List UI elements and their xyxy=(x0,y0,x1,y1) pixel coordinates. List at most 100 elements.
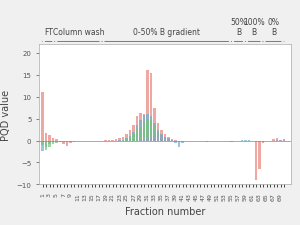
Bar xyxy=(132,126,135,141)
Bar xyxy=(167,140,170,141)
Bar xyxy=(62,141,65,142)
Text: 50%
B: 50% B xyxy=(230,18,247,37)
Bar xyxy=(58,141,61,142)
Text: FT: FT xyxy=(44,28,53,37)
Bar xyxy=(178,141,180,147)
Bar xyxy=(129,130,131,141)
Bar xyxy=(181,141,184,143)
Bar xyxy=(230,141,233,142)
Bar xyxy=(160,136,163,141)
Bar xyxy=(164,139,166,141)
Bar xyxy=(52,141,54,144)
Bar xyxy=(55,141,58,143)
Bar xyxy=(132,134,135,141)
Bar xyxy=(167,140,170,141)
Bar xyxy=(157,134,159,141)
Bar xyxy=(157,132,159,141)
Bar xyxy=(283,140,285,141)
Bar xyxy=(66,141,68,146)
Bar xyxy=(142,121,146,141)
Bar xyxy=(139,127,142,141)
Bar xyxy=(174,141,177,143)
Bar xyxy=(153,136,156,141)
Bar xyxy=(73,141,75,142)
Bar xyxy=(157,124,159,141)
Bar xyxy=(202,141,205,142)
Y-axis label: PQD value: PQD value xyxy=(1,89,11,140)
Bar xyxy=(262,141,264,143)
Bar xyxy=(41,141,44,145)
Bar xyxy=(125,140,128,141)
Bar xyxy=(45,141,47,147)
Bar xyxy=(276,139,278,141)
Text: 0%
B: 0% B xyxy=(268,18,280,37)
Bar xyxy=(150,137,152,141)
Bar xyxy=(129,137,131,141)
Bar xyxy=(279,140,282,141)
Bar xyxy=(234,141,236,142)
Bar xyxy=(153,126,156,141)
Bar xyxy=(48,136,51,141)
Bar xyxy=(157,130,159,141)
Bar xyxy=(48,141,51,147)
Bar xyxy=(171,140,173,141)
Bar xyxy=(167,139,170,141)
Bar xyxy=(129,137,131,141)
Text: 100%
B: 100% B xyxy=(243,18,265,37)
Bar xyxy=(52,139,54,141)
Bar xyxy=(122,140,124,141)
Bar xyxy=(125,139,128,141)
Bar xyxy=(45,133,47,141)
Bar xyxy=(136,126,138,141)
Bar xyxy=(69,141,72,143)
Bar xyxy=(150,117,152,141)
Bar xyxy=(142,115,146,141)
Bar xyxy=(184,141,188,142)
Bar xyxy=(142,140,146,141)
Bar xyxy=(108,140,110,141)
Bar xyxy=(150,120,152,141)
Bar xyxy=(115,140,117,141)
Bar xyxy=(139,140,142,141)
Bar xyxy=(118,140,121,141)
Bar xyxy=(167,137,170,141)
Bar xyxy=(55,141,58,142)
Bar xyxy=(136,130,138,141)
Bar xyxy=(255,141,257,180)
Bar xyxy=(45,141,47,151)
Bar xyxy=(146,115,149,141)
Bar xyxy=(111,140,114,141)
Bar xyxy=(132,132,135,141)
Bar xyxy=(160,136,163,141)
Bar xyxy=(48,141,51,144)
Bar xyxy=(150,73,152,141)
Text: Column wash: Column wash xyxy=(52,28,104,37)
Bar xyxy=(153,108,156,141)
X-axis label: Fraction number: Fraction number xyxy=(125,206,205,216)
Bar xyxy=(52,141,54,142)
Bar xyxy=(118,139,121,141)
Bar xyxy=(248,140,250,141)
Bar xyxy=(276,140,278,141)
Bar xyxy=(160,130,163,141)
Bar xyxy=(142,116,146,141)
Bar xyxy=(146,71,149,141)
Bar xyxy=(58,141,61,142)
Bar xyxy=(41,93,44,141)
Bar xyxy=(122,137,124,141)
Bar xyxy=(171,140,173,141)
Bar xyxy=(125,134,128,141)
Bar xyxy=(76,141,79,142)
Bar xyxy=(164,137,166,141)
Bar xyxy=(283,140,285,141)
Bar xyxy=(265,141,268,142)
Bar xyxy=(174,140,177,141)
Bar xyxy=(164,137,166,141)
Bar xyxy=(241,140,243,141)
Bar xyxy=(104,140,107,141)
Bar xyxy=(146,119,149,141)
Bar xyxy=(279,140,282,141)
Bar xyxy=(258,141,261,169)
Bar xyxy=(122,140,124,141)
Bar xyxy=(171,140,173,141)
